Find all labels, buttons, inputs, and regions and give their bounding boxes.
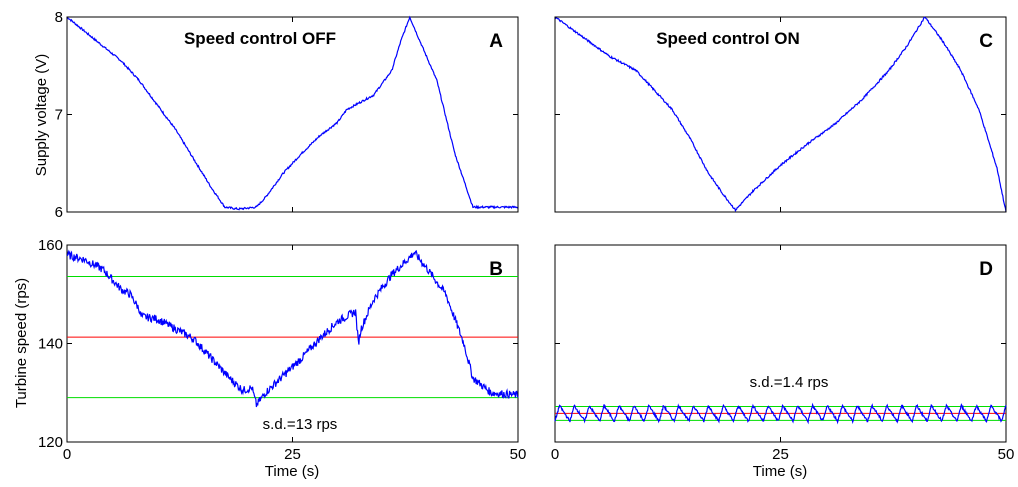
panel-d-annotation: s.d.=1.4 rps <box>750 374 829 391</box>
panel-b-ytick-label-2: 160 <box>38 237 63 254</box>
panel-b-series <box>66 249 519 408</box>
panel-c-series <box>554 16 1007 213</box>
panel-b-xtick-label-1: 25 <box>284 446 301 463</box>
panel-a-series-line-0 <box>66 15 519 211</box>
panel-d-ticks: 0 25 50 <box>551 244 1015 463</box>
panel-b-frame <box>66 244 519 443</box>
panel-a-letter: A <box>489 31 503 52</box>
panel-a-ytick-label-0: 6 <box>55 204 63 221</box>
panel-d-series <box>554 402 1007 425</box>
panel-d-xtick-label-1: 25 <box>772 446 789 463</box>
panel-b-ytick-label-1: 140 <box>38 336 63 353</box>
panel-a-ytick-label-1: 7 <box>55 107 63 124</box>
panel-d-xlabel: Time (s) <box>753 463 807 480</box>
panel-c: Speed control ON C <box>554 16 1007 213</box>
panel-b-ylabel: Turbine speed (rps) <box>13 278 30 408</box>
panel-b-series-line-0 <box>66 249 519 408</box>
panel-b-letter: B <box>489 259 503 280</box>
panel-d-xtick-label-0: 0 <box>551 446 559 463</box>
panel-b-xlabel: Time (s) <box>265 463 319 480</box>
panel-d-letter: D <box>979 259 993 280</box>
panel-a-ticks: 6 7 8 <box>55 9 519 221</box>
panel-b-ytick-label-0: 120 <box>38 434 63 451</box>
panel-a-series <box>66 15 519 211</box>
panel-b-xtick-label-0: 0 <box>63 446 71 463</box>
panel-d-series-line-0 <box>554 402 1007 425</box>
panel-b-annotation: s.d.=13 rps <box>263 416 338 433</box>
panel-d-xtick-label-2: 50 <box>998 446 1015 463</box>
panel-a-ytick-label-2: 8 <box>55 9 63 26</box>
panel-c-title: Speed control ON <box>656 29 800 48</box>
panel-a: 6 7 8 Speed control OFF A Supply voltage (… <box>33 9 519 221</box>
panel-b-ticks: 0 25 50 120 140 160 <box>38 237 526 463</box>
panel-b: 0 25 50 120 140 160 B s.d.=13 rps Time (s) Tu… <box>13 237 526 480</box>
panel-c-series-line-0 <box>554 16 1007 213</box>
panel-b-reference-lines <box>67 276 518 399</box>
panel-b-xtick-label-2: 50 <box>510 446 527 463</box>
panel-c-ticks <box>554 16 1007 213</box>
panel-c-letter: C <box>979 31 993 52</box>
panel-d: 0 25 50 D s.d.=1.4 rps Time (s) <box>551 244 1015 480</box>
panel-a-ylabel: Supply voltage (V) <box>33 54 50 177</box>
panel-a-title: Speed control OFF <box>184 29 336 48</box>
